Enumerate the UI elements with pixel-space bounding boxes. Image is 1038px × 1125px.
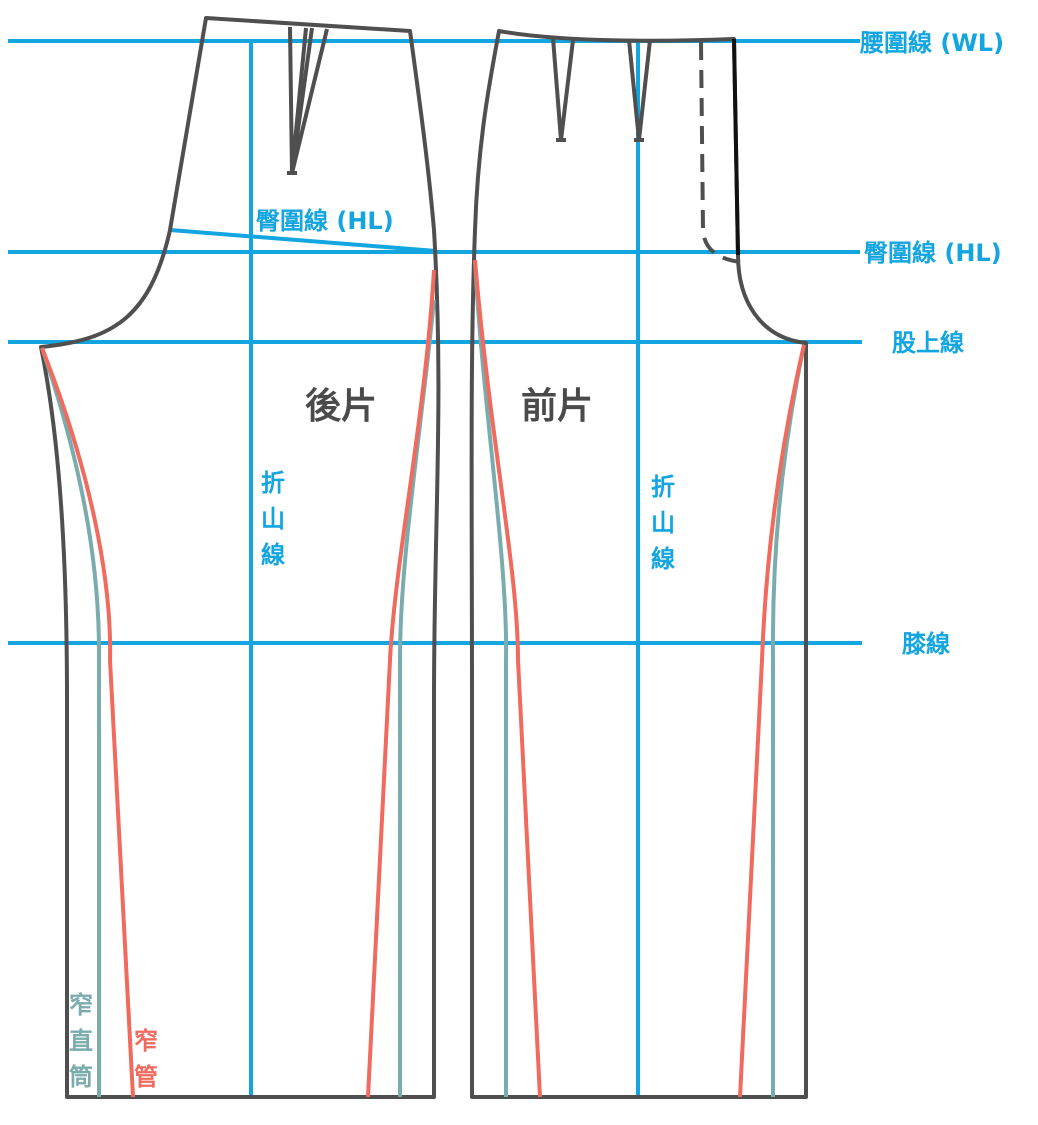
front-fly-solid-line xyxy=(732,38,740,256)
crotch-line-label: 股上線 xyxy=(892,329,964,357)
back-crease-char-2: 山 xyxy=(261,505,285,533)
back-piece-label: 後片 xyxy=(305,386,377,427)
back-skinny-right xyxy=(366,269,436,1098)
back-hip-slant-line xyxy=(169,228,437,253)
slim-straight-char-1: 窄 xyxy=(69,991,93,1019)
back-crease-char-3: 線 xyxy=(261,541,285,569)
front-crease-char-2: 山 xyxy=(651,509,675,537)
skinny-char-1: 窄 xyxy=(134,1027,158,1055)
front-crease-char-1: 折 xyxy=(651,473,675,501)
back-slim-straight-left xyxy=(40,347,102,1097)
knee-line-label: 膝線 xyxy=(902,630,950,658)
front-skinny-right xyxy=(738,344,806,1098)
skinny-char-2: 管 xyxy=(134,1063,158,1091)
front-slim-straight-left xyxy=(473,259,509,1097)
front-slim-straight-right xyxy=(770,344,806,1097)
front-dart-1 xyxy=(551,37,575,142)
back-skinny-left xyxy=(40,347,135,1098)
front-crease-char-3: 線 xyxy=(651,545,675,573)
hip-line-label: 臀圍線 (HL) xyxy=(864,239,1002,267)
slim-straight-char-2: 直 xyxy=(69,1027,93,1055)
front-piece-label: 前片 xyxy=(521,386,593,427)
slim-straight-char-3: 筒 xyxy=(69,1063,93,1091)
front-fly-dashed-line xyxy=(699,41,741,264)
back-hip-line-label: 臀圍線 (HL) xyxy=(256,207,394,235)
back-slim-straight-right xyxy=(398,299,436,1097)
back-crease-char-1: 折 xyxy=(261,469,285,497)
front-skinny-left xyxy=(473,259,542,1098)
waist-line-label: 腰圍線 (WL) xyxy=(859,29,1004,57)
front-piece-outline xyxy=(469,29,808,1099)
back-piece-outline xyxy=(39,16,441,1099)
